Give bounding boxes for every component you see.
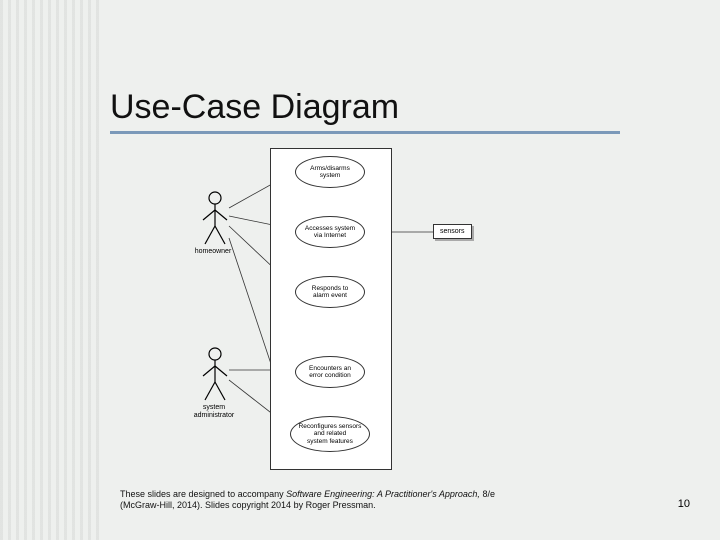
usecase-uc3: Responds to alarm event: [295, 276, 365, 308]
footer-text-pre: These slides are designed to accompany: [120, 489, 286, 499]
usecase-uc4: Encounters an error condition: [295, 356, 365, 388]
page-number: 10: [678, 498, 690, 510]
usecase-uc5: Reconfigures sensors and related system …: [290, 416, 370, 452]
actor-homeowner: [195, 190, 235, 250]
footer-book-title: Software Engineering: A Practitioner's A…: [286, 489, 480, 499]
actor-sysadmin: [195, 346, 235, 406]
footer-citation: These slides are designed to accompany S…: [120, 489, 660, 512]
title-underline: [110, 131, 620, 134]
page-title: Use-Case Diagram: [110, 88, 680, 127]
usecase-diagram: Arms/disarms system Accesses system via I…: [185, 148, 565, 468]
external-sensors: sensors: [433, 224, 472, 239]
slide-stripe-decoration: [0, 0, 100, 540]
usecase-uc2: Accesses system via Internet: [295, 216, 365, 248]
actor-label-sysadmin: system administrator: [179, 404, 249, 419]
footer-text-post: 8/e: [480, 489, 495, 499]
footer-line2: (McGraw-Hill, 2014). Slides copyright 20…: [120, 500, 376, 510]
actor-label-homeowner: homeowner: [183, 248, 243, 256]
title-block: Use-Case Diagram: [110, 88, 680, 134]
usecase-uc1: Arms/disarms system: [295, 156, 365, 188]
